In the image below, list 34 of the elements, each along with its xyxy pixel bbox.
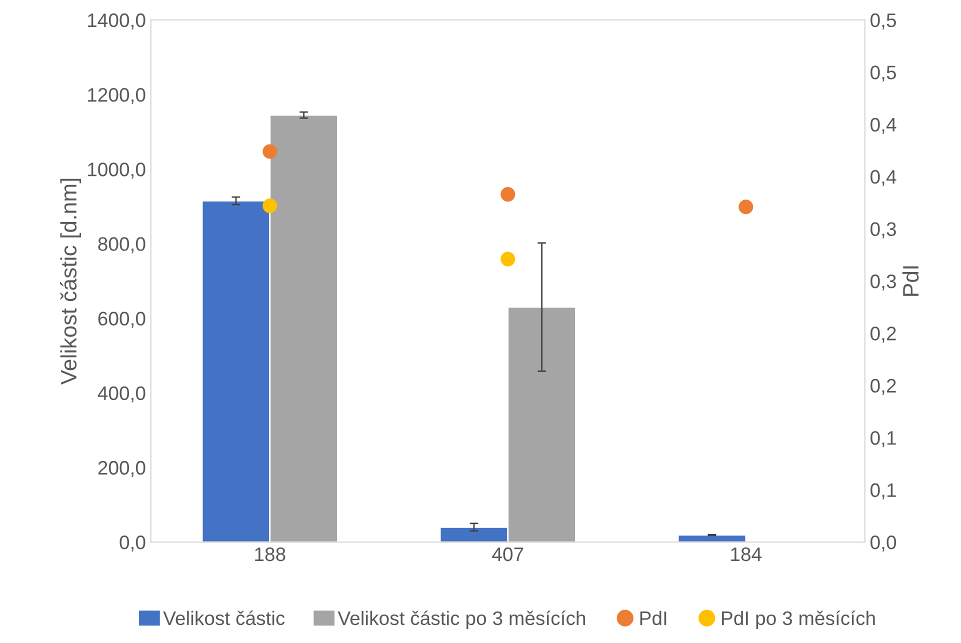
y2-tick-label: 0,3 bbox=[870, 222, 896, 238]
x-tick-label: 188 bbox=[255, 547, 286, 562]
legend-label: Velikost částic bbox=[163, 610, 285, 626]
point bbox=[262, 198, 278, 214]
y-tick-label: 400,0 bbox=[98, 386, 146, 402]
y2-tick-label: 0,2 bbox=[870, 326, 896, 343]
x-tick-label: 184 bbox=[731, 547, 762, 562]
y2-tick-label: 0,0 bbox=[870, 536, 896, 552]
point bbox=[262, 144, 278, 159]
legend-label: PdI bbox=[640, 610, 666, 626]
y2-tick-label: 0,5 bbox=[870, 13, 896, 30]
y-tick-label: 1200,0 bbox=[88, 88, 146, 104]
point bbox=[738, 200, 754, 214]
y2-axis-title: PdI bbox=[902, 266, 919, 296]
bar bbox=[677, 534, 747, 542]
y2-tick-label: 0,5 bbox=[870, 66, 896, 82]
y2-tick-label: 0,4 bbox=[870, 118, 896, 134]
y-tick-label: 1400,0 bbox=[88, 13, 146, 30]
y2-tick-label: 0,1 bbox=[870, 483, 896, 500]
legend-label: Velikost částic po 3 měsících bbox=[338, 610, 585, 629]
point bbox=[500, 252, 516, 266]
x-tick-label: 407 bbox=[492, 547, 524, 562]
y-tick-label: 1000,0 bbox=[88, 162, 146, 179]
y-tick-label: 0,0 bbox=[120, 536, 146, 552]
y-axis-title: Velikost částic [d.nm] bbox=[60, 178, 81, 385]
legend-label: PdI po 3 měsících bbox=[722, 610, 875, 629]
y-tick-label: 200,0 bbox=[98, 460, 146, 477]
y-tick-label: 800,0 bbox=[98, 237, 146, 254]
y2-tick-label: 0,2 bbox=[870, 378, 896, 395]
y2-tick-label: 0,3 bbox=[870, 274, 896, 291]
point bbox=[500, 187, 516, 202]
y-tick-label: 600,0 bbox=[98, 312, 146, 328]
y2-tick-label: 0,4 bbox=[870, 170, 896, 186]
y2-tick-label: 0,1 bbox=[870, 431, 896, 448]
